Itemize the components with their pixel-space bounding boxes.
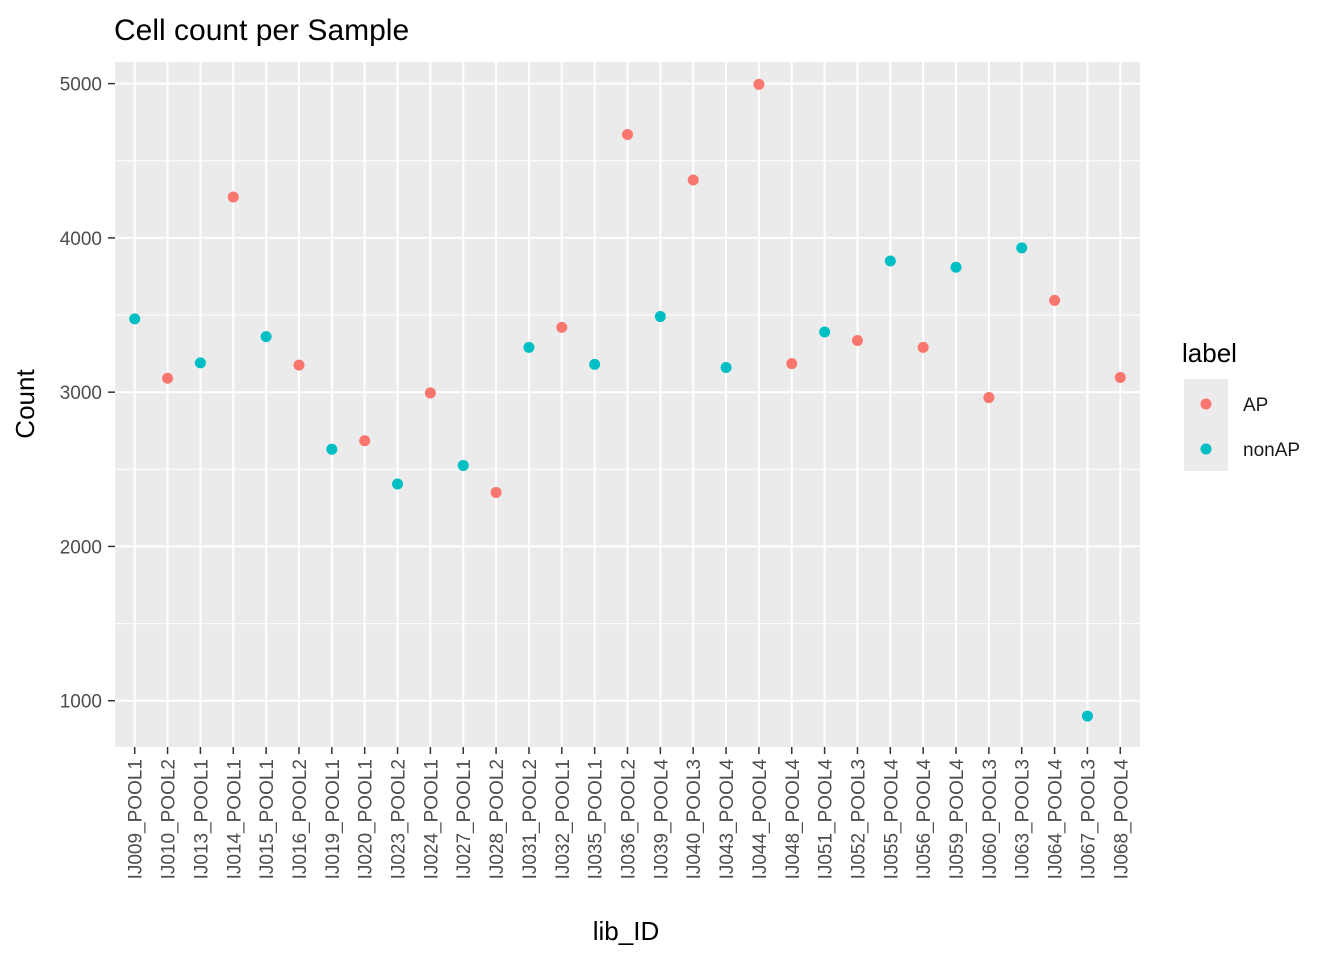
data-point-ap bbox=[359, 435, 371, 447]
legend-label-ap: AP bbox=[1243, 395, 1268, 416]
x-tick-label: IJ027_POOL1 bbox=[454, 759, 475, 879]
x-tick-label: IJ039_POOL4 bbox=[651, 759, 672, 880]
x-tick-label: IJ036_POOL2 bbox=[619, 759, 640, 879]
data-point-nonap bbox=[457, 459, 469, 471]
data-point-nonap bbox=[523, 341, 535, 353]
major-gridlines bbox=[115, 62, 1140, 747]
x-tick-label: IJ009_POOL1 bbox=[126, 759, 147, 879]
x-tick-label: IJ064_POOL4 bbox=[1046, 759, 1067, 880]
legend-key-ap bbox=[1200, 398, 1212, 410]
x-axis: IJ009_POOL1 IJ010_POOL2 IJ013_POOL1 IJ014_P… bbox=[126, 747, 1132, 880]
x-tick-label: IJ019_POOL1 bbox=[323, 759, 344, 879]
data-point-ap bbox=[851, 334, 863, 346]
legend-label-nonap: nonAP bbox=[1243, 440, 1300, 461]
data-point-ap bbox=[556, 321, 568, 333]
x-tick-label: IJ035_POOL1 bbox=[586, 759, 607, 879]
data-point-ap bbox=[983, 392, 995, 404]
x-tick-label: IJ056_POOL4 bbox=[914, 759, 935, 880]
data-point-ap bbox=[786, 358, 798, 370]
data-point-nonap bbox=[654, 311, 666, 323]
data-point-ap bbox=[1049, 294, 1061, 306]
data-point-nonap bbox=[950, 261, 962, 273]
data-points bbox=[129, 78, 1126, 722]
data-point-nonap bbox=[392, 478, 404, 490]
y-axis-title: Count bbox=[10, 369, 40, 439]
data-point-nonap bbox=[819, 326, 831, 338]
data-point-nonap bbox=[194, 357, 206, 369]
y-axis: 1000 2000 3000 4000 5000 bbox=[60, 75, 115, 713]
data-point-nonap bbox=[326, 443, 338, 455]
y-tick-label: 4000 bbox=[60, 229, 102, 250]
chart-title: Cell count per Sample bbox=[114, 14, 409, 47]
x-tick-label: IJ068_POOL4 bbox=[1111, 759, 1132, 880]
x-tick-label: IJ031_POOL2 bbox=[520, 759, 541, 879]
data-point-nonap bbox=[1081, 710, 1093, 722]
x-tick-label: IJ048_POOL4 bbox=[783, 759, 804, 880]
x-axis-title: lib_ID bbox=[593, 916, 659, 946]
x-tick-label: IJ051_POOL4 bbox=[816, 759, 837, 880]
x-tick-label: IJ063_POOL3 bbox=[1013, 759, 1034, 879]
data-point-nonap bbox=[129, 313, 141, 325]
x-tick-label: IJ032_POOL1 bbox=[553, 759, 574, 879]
data-point-nonap bbox=[720, 361, 732, 373]
x-tick-label: IJ015_POOL1 bbox=[257, 759, 278, 879]
data-point-nonap bbox=[1016, 242, 1028, 254]
data-point-ap bbox=[424, 387, 436, 399]
x-tick-label: IJ020_POOL1 bbox=[356, 759, 377, 879]
x-tick-label: IJ040_POOL3 bbox=[684, 759, 705, 879]
data-point-nonap bbox=[260, 331, 272, 343]
x-tick-label: IJ059_POOL4 bbox=[947, 759, 968, 880]
data-point-ap bbox=[1114, 372, 1126, 384]
data-point-nonap bbox=[884, 255, 896, 267]
data-point-ap bbox=[687, 174, 699, 186]
x-tick-label: IJ013_POOL1 bbox=[191, 759, 212, 879]
y-tick-label: 1000 bbox=[60, 692, 102, 713]
x-tick-label: IJ044_POOL4 bbox=[750, 759, 771, 880]
x-tick-label: IJ016_POOL2 bbox=[290, 759, 311, 879]
data-point-ap bbox=[227, 191, 239, 203]
legend: label AP nonAP bbox=[1182, 338, 1300, 471]
data-point-ap bbox=[490, 486, 502, 498]
legend-key-background bbox=[1184, 379, 1228, 471]
data-point-ap bbox=[753, 78, 765, 90]
data-point-ap bbox=[917, 341, 929, 353]
data-point-ap bbox=[622, 129, 633, 141]
x-tick-label: IJ067_POOL3 bbox=[1078, 759, 1099, 879]
x-tick-label: IJ060_POOL3 bbox=[980, 759, 1001, 879]
data-point-nonap bbox=[589, 358, 601, 370]
y-tick-label: 3000 bbox=[60, 383, 102, 404]
x-tick-label: IJ052_POOL3 bbox=[848, 759, 869, 879]
x-tick-label: IJ023_POOL2 bbox=[389, 759, 410, 879]
x-tick-label: IJ028_POOL2 bbox=[487, 759, 508, 879]
x-tick-label: IJ014_POOL1 bbox=[224, 759, 245, 879]
x-tick-label: IJ024_POOL1 bbox=[421, 759, 442, 879]
data-point-ap bbox=[162, 372, 174, 384]
legend-key-nonap bbox=[1200, 443, 1212, 455]
x-tick-label: IJ055_POOL4 bbox=[881, 759, 902, 880]
data-point-ap bbox=[293, 359, 305, 371]
x-tick-label: IJ043_POOL4 bbox=[717, 759, 738, 880]
legend-title: label bbox=[1182, 338, 1237, 368]
x-tick-label: IJ010_POOL2 bbox=[159, 759, 180, 879]
y-tick-label: 2000 bbox=[60, 537, 102, 558]
y-tick-label: 5000 bbox=[60, 75, 102, 96]
